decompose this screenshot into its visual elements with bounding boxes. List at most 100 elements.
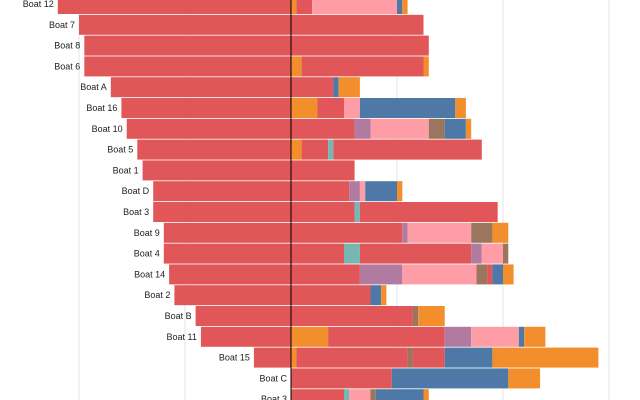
category-label: Boat 4 xyxy=(134,249,160,259)
bar-right-segment xyxy=(503,264,514,285)
bar-right-segment xyxy=(291,98,318,118)
bar-right-segment xyxy=(349,389,371,400)
bar-right-segment xyxy=(423,389,429,400)
bar-right-segment xyxy=(370,285,382,306)
bar-right-segment xyxy=(471,222,493,243)
bar-left-segment xyxy=(200,326,291,347)
bar-right-segment xyxy=(349,181,360,202)
bar-left-segment xyxy=(84,56,291,77)
bar-left-segment xyxy=(153,202,291,222)
bar-right-segment xyxy=(333,139,482,160)
bar-left-segment xyxy=(121,98,292,118)
category-labels: Boat 12 Boat 7 Boat 8 Boat 6 Boat A Boat 16 Bo… xyxy=(23,0,288,400)
bar-right-segment xyxy=(444,347,493,368)
bar-right-segment xyxy=(412,347,445,368)
bar-right-segment xyxy=(359,98,456,118)
bar-right-segment xyxy=(354,118,371,139)
bar-right-segment xyxy=(402,0,408,14)
bar-left-segment xyxy=(253,347,291,368)
bar-right-segment xyxy=(444,118,466,139)
bar-right-segment xyxy=(492,264,503,285)
bar-right-segment xyxy=(397,181,403,202)
bar-right-segment xyxy=(407,347,413,368)
category-label: Boat C xyxy=(259,373,287,383)
bar-right-segment xyxy=(296,347,408,368)
bar-right-segment xyxy=(397,0,403,14)
bar-right-segment xyxy=(291,368,392,389)
bar-right-segment xyxy=(471,326,519,347)
bar-right-segment xyxy=(418,306,445,326)
bar-right-segment xyxy=(354,202,360,222)
bar-right-segment xyxy=(503,243,509,264)
bar-right-segment xyxy=(359,243,472,264)
bar-right-segment xyxy=(487,264,493,285)
bar-right-segment xyxy=(370,389,376,400)
bar-right-segment xyxy=(291,139,302,160)
bar-left-segment xyxy=(142,160,291,181)
bar-right-segment xyxy=(359,264,403,285)
bar-right-segment xyxy=(370,118,429,139)
bar-right-segment xyxy=(291,243,344,264)
bar-right-segment xyxy=(508,368,541,389)
bar-left-segment xyxy=(126,118,291,139)
bar-right-segment xyxy=(291,326,329,347)
bar-right-segment xyxy=(518,326,525,347)
bar-right-segment xyxy=(492,347,599,368)
bar-right-segment xyxy=(391,368,509,389)
category-label: Boat 6 xyxy=(54,61,80,71)
bar-right-segment xyxy=(291,389,344,400)
bar-right-segment xyxy=(291,181,350,202)
category-label: Boat 11 xyxy=(167,332,197,342)
bar-right-segment xyxy=(444,326,472,347)
bar-right-segment xyxy=(312,0,397,14)
bar-right-segment xyxy=(365,181,397,202)
bar-right-segment xyxy=(344,98,360,118)
bar-right-segment xyxy=(296,0,313,14)
bar-right-segment xyxy=(291,222,403,243)
category-label: Boat 9 xyxy=(134,228,160,238)
category-label: Boat 14 xyxy=(134,269,165,279)
bar-right-segment xyxy=(375,389,424,400)
bar-right-segment xyxy=(359,181,366,202)
bar-right-segment xyxy=(291,160,355,181)
bar-left-segment xyxy=(163,222,291,243)
bar-left-segment xyxy=(153,181,291,202)
bar-left-segment xyxy=(163,243,291,264)
bar-right-segment xyxy=(412,306,419,326)
bar-right-segment xyxy=(328,326,445,347)
bar-right-segment xyxy=(476,264,488,285)
category-label: Boat 3 xyxy=(123,207,149,217)
category-label: Boat 8 xyxy=(54,41,80,51)
category-label: Boat B xyxy=(165,311,192,321)
bar-right-segment xyxy=(428,118,445,139)
bar-right-segment xyxy=(317,98,344,118)
bar-left-segment xyxy=(57,0,291,14)
bar-left-segment xyxy=(169,264,291,285)
bar-right-segment xyxy=(291,118,355,139)
bar-right-segment xyxy=(291,56,302,77)
bars xyxy=(57,0,599,400)
bar-right-segment xyxy=(481,243,503,264)
bar-right-segment xyxy=(291,202,355,222)
bar-right-segment xyxy=(328,139,334,160)
bar-right-segment xyxy=(291,0,297,14)
bar-left-segment xyxy=(79,14,291,35)
bar-right-segment xyxy=(291,264,360,285)
bar-left-segment xyxy=(84,35,291,56)
bar-right-segment xyxy=(402,264,477,285)
bar-right-segment xyxy=(344,243,360,264)
bar-right-segment xyxy=(381,285,387,306)
category-label: Boat 15 xyxy=(219,353,250,363)
bar-left-segment xyxy=(137,139,291,160)
category-label: Boat 2 xyxy=(144,290,170,300)
bar-left-segment xyxy=(195,306,291,326)
category-label: Boat A xyxy=(80,82,107,92)
category-label: Boat 7 xyxy=(49,20,75,30)
bar-right-segment xyxy=(402,222,408,243)
bar-right-segment xyxy=(359,202,498,222)
bar-right-segment xyxy=(301,139,329,160)
bar-right-segment xyxy=(338,77,360,98)
bar-right-segment xyxy=(344,389,350,400)
bar-left-segment xyxy=(174,285,291,306)
